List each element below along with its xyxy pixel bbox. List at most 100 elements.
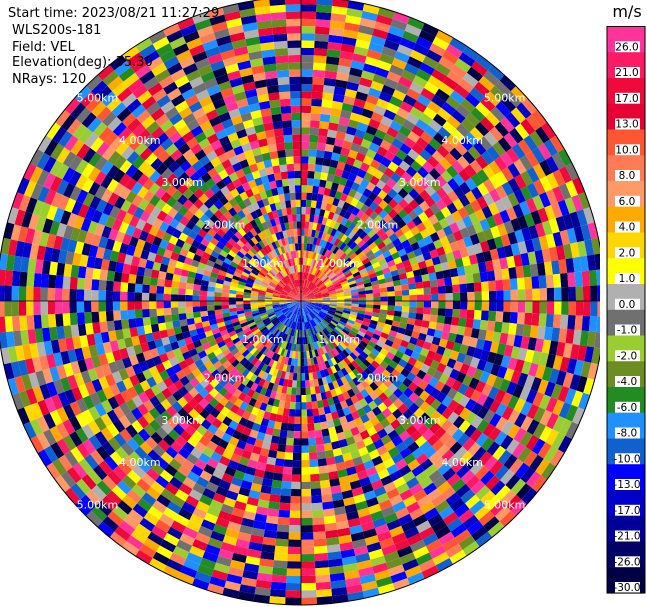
gate-cell	[392, 182, 403, 194]
gate-cell	[200, 285, 209, 292]
gate-cell	[330, 13, 347, 23]
gate-cell	[301, 438, 309, 446]
gate-cell	[551, 383, 563, 400]
gate-cell	[350, 142, 361, 153]
gate-cell	[217, 321, 226, 328]
gate-cell	[379, 53, 395, 65]
gate-cell	[122, 356, 133, 369]
gate-cell	[291, 467, 301, 475]
gate-cell	[488, 202, 500, 216]
gate-cell	[294, 235, 298, 244]
gate-cell	[392, 237, 402, 247]
gate-cell	[193, 188, 205, 199]
gate-cell	[386, 488, 400, 500]
gate-cell	[434, 210, 446, 222]
gate-cell	[321, 275, 328, 282]
gate-cell	[531, 438, 546, 455]
gate-cell	[514, 174, 527, 190]
gate-cell	[242, 255, 251, 263]
gate-cell	[445, 96, 461, 110]
gate-cell	[403, 436, 415, 448]
gate-cell	[194, 383, 205, 393]
gate-cell	[489, 413, 502, 428]
gate-cell	[532, 422, 547, 439]
gate-cell	[408, 282, 417, 290]
gate-cell	[309, 134, 319, 143]
gate-cell	[227, 24, 244, 36]
gate-cell	[330, 228, 338, 237]
gate-cell	[329, 301, 338, 303]
gate-cell	[430, 191, 442, 204]
gate-cell	[272, 368, 279, 377]
gate-cell	[322, 276, 330, 283]
gate-cell	[278, 323, 284, 331]
gate-cell	[304, 358, 308, 367]
gate-cell	[86, 255, 96, 269]
gate-cell	[254, 341, 263, 350]
gate-cell	[379, 537, 395, 549]
gate-cell	[428, 469, 443, 483]
gate-cell	[576, 209, 588, 227]
gate-cell	[313, 289, 320, 294]
gate-cell	[171, 189, 183, 201]
gate-cell	[250, 337, 258, 345]
gate-cell	[219, 377, 229, 388]
gate-cell	[221, 333, 231, 341]
gate-cell	[365, 442, 377, 454]
gate-cell	[464, 203, 476, 216]
gate-cell	[346, 584, 363, 595]
gate-cell	[405, 323, 415, 331]
gate-cell	[416, 68, 432, 82]
gate-cell	[225, 323, 234, 330]
gate-cell	[194, 18, 212, 31]
gate-cell	[418, 412, 431, 424]
gate-cell	[301, 294, 304, 301]
gate-cell	[279, 332, 285, 340]
gate-cell	[275, 338, 282, 347]
gate-cell	[349, 112, 362, 122]
gate-cell	[121, 146, 135, 160]
gate-cell	[539, 159, 553, 177]
gate-cell	[249, 347, 258, 355]
gate-cell	[297, 264, 300, 273]
gate-cell	[292, 288, 298, 296]
gate-cell	[379, 232, 389, 242]
gate-cell	[278, 84, 290, 93]
gate-cell	[331, 265, 339, 272]
gate-cell	[322, 194, 330, 204]
gate-cell	[199, 557, 216, 570]
gate-cell	[239, 346, 248, 355]
gate-cell	[310, 335, 315, 343]
gate-cell	[194, 441, 207, 453]
gate-cell	[488, 160, 502, 175]
gate-cell	[257, 499, 270, 509]
gate-cell	[481, 281, 489, 292]
gate-cell	[508, 267, 517, 280]
gate-cell	[514, 462, 530, 479]
gate-cell	[301, 460, 310, 468]
gate-cell	[154, 403, 166, 415]
gate-cell	[280, 340, 286, 349]
gate-cell	[137, 403, 149, 416]
gate-cell	[503, 301, 511, 312]
gate-cell	[301, 301, 308, 305]
gate-cell	[49, 366, 61, 382]
gate-cell	[114, 60, 131, 76]
gate-cell	[390, 325, 399, 333]
gate-cell	[173, 137, 187, 150]
gate-cell	[420, 87, 435, 101]
gate-cell	[99, 321, 108, 333]
gate-cell	[174, 514, 190, 527]
gate-cell	[145, 332, 155, 343]
gate-cell	[75, 412, 88, 428]
gate-cell	[412, 171, 424, 184]
gate-cell	[163, 249, 173, 259]
gate-cell	[296, 380, 301, 388]
gate-cell	[284, 310, 291, 317]
gate-cell	[449, 368, 460, 380]
gate-cell	[301, 337, 304, 345]
gate-cell	[594, 332, 600, 349]
gate-cell	[142, 309, 150, 318]
gate-cell	[548, 340, 559, 356]
gate-cell	[251, 527, 265, 537]
